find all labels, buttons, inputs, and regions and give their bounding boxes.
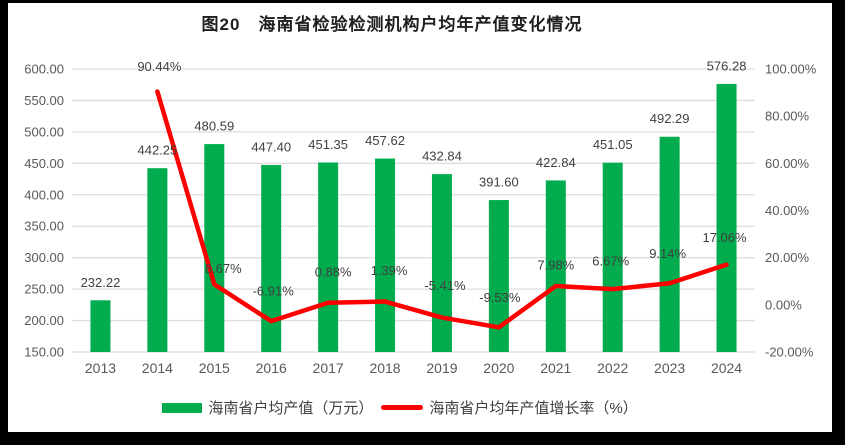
bar-value-label: 442.25 bbox=[137, 143, 177, 158]
line-value-label: 7.98% bbox=[537, 258, 574, 273]
line-series-swatch bbox=[381, 405, 424, 410]
bar-2015 bbox=[204, 144, 225, 352]
line-value-label: -9.53% bbox=[479, 290, 521, 305]
right-axis-tick-label: -20.00% bbox=[765, 345, 814, 360]
line-value-label: 17.06% bbox=[702, 230, 747, 245]
right-axis-tick-label: 0.00% bbox=[765, 297, 802, 312]
right-axis-tick-label: 40.00% bbox=[765, 203, 810, 218]
line-value-label: -6.91% bbox=[253, 284, 295, 299]
bar-2019 bbox=[431, 174, 452, 352]
left-axis-tick-label: 250.00 bbox=[24, 282, 64, 297]
bar-value-label: 422.84 bbox=[536, 155, 576, 170]
bar-2023 bbox=[659, 136, 680, 352]
bar-2018 bbox=[375, 158, 396, 352]
bar-value-label: 232.22 bbox=[81, 275, 121, 290]
bar-2013 bbox=[90, 300, 111, 352]
left-axis-tick-label: 150.00 bbox=[24, 345, 64, 360]
line-value-label: 1.39% bbox=[371, 263, 408, 278]
line-value-label: 6.67% bbox=[592, 254, 629, 269]
bar-value-label: 492.29 bbox=[650, 111, 690, 126]
right-axis-tick-label: 60.00% bbox=[765, 156, 810, 171]
legend-label-bar-series: 海南省户均产值（万元） bbox=[208, 400, 374, 417]
x-axis-tick-label: 2015 bbox=[199, 360, 230, 376]
x-axis-tick-label: 2024 bbox=[711, 360, 742, 376]
bar-value-label: 451.35 bbox=[308, 137, 348, 152]
line-value-label: -5.41% bbox=[424, 278, 466, 293]
x-axis-tick-label: 2013 bbox=[85, 360, 116, 376]
chart-legend: 海南省户均产值（万元） 海南省户均年产值增长率（%） bbox=[0, 397, 800, 418]
legend-label-line-series: 海南省户均年产值增长率（%） bbox=[429, 400, 638, 417]
bar-value-label: 457.62 bbox=[365, 133, 405, 148]
line-value-label: 0.88% bbox=[315, 264, 352, 279]
x-axis-tick-label: 2019 bbox=[426, 360, 457, 376]
right-axis-tick-label: 80.00% bbox=[765, 109, 810, 124]
left-axis-tick-label: 400.00 bbox=[24, 187, 64, 202]
bar-value-label: 447.40 bbox=[251, 139, 291, 154]
x-axis-tick-label: 2018 bbox=[369, 360, 400, 376]
legend-item-bar-series: 海南省户均产值（万元） bbox=[162, 397, 373, 418]
bar-2017 bbox=[318, 162, 339, 352]
x-axis-tick-label: 2014 bbox=[142, 360, 173, 376]
x-axis-tick-label: 2016 bbox=[256, 360, 287, 376]
chart-title: 图20 海南省检验检测机构户均年产值变化情况 bbox=[201, 15, 583, 34]
bar-2024 bbox=[716, 83, 737, 353]
bar-2014 bbox=[147, 168, 168, 352]
left-axis-tick-label: 200.00 bbox=[24, 313, 64, 328]
left-axis-tick-label: 350.00 bbox=[24, 219, 64, 234]
bar-2016 bbox=[261, 164, 282, 352]
right-axis-tick-label: 20.00% bbox=[765, 250, 810, 265]
x-axis-tick-label: 2022 bbox=[597, 360, 628, 376]
bar-value-label: 576.28 bbox=[707, 58, 747, 73]
x-axis-tick-label: 2020 bbox=[483, 360, 514, 376]
right-axis-tick-label: 100.00% bbox=[765, 62, 817, 77]
left-axis-tick-label: 500.00 bbox=[24, 124, 64, 139]
bar-value-label: 480.59 bbox=[194, 119, 234, 134]
bar-series-swatch bbox=[162, 402, 203, 413]
x-axis-tick-label: 2021 bbox=[540, 360, 571, 376]
x-axis-tick-label: 2023 bbox=[654, 360, 685, 376]
left-axis-tick-label: 600.00 bbox=[24, 62, 64, 77]
bar-value-label: 432.84 bbox=[422, 149, 462, 164]
line-value-label: 9.14% bbox=[649, 246, 686, 261]
left-axis-tick-label: 550.00 bbox=[24, 93, 64, 108]
left-axis-tick-label: 300.00 bbox=[24, 250, 64, 265]
x-axis-tick-label: 2017 bbox=[313, 360, 344, 376]
bar-value-label: 451.05 bbox=[593, 137, 633, 152]
bar-2020 bbox=[488, 200, 509, 352]
line-value-label: 90.44% bbox=[137, 59, 182, 74]
bar-2021 bbox=[545, 180, 566, 352]
line-value-label: 8.67% bbox=[205, 261, 242, 276]
legend-item-line-series: 海南省户均年产值增长率（%） bbox=[381, 397, 638, 418]
growth-rate-line bbox=[155, 89, 729, 330]
left-axis-tick-label: 450.00 bbox=[24, 156, 64, 171]
bar-2022 bbox=[602, 162, 623, 352]
bar-value-label: 391.60 bbox=[479, 175, 519, 190]
